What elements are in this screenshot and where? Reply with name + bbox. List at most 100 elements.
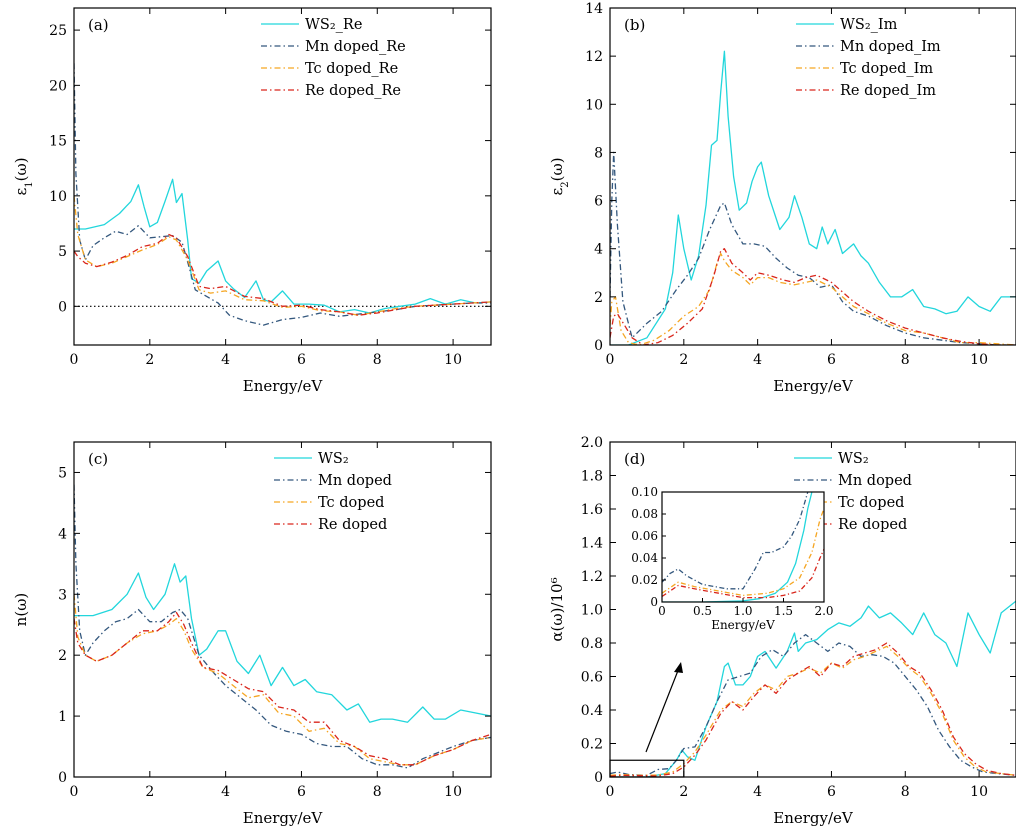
inset-x-tick-label: 2.0	[814, 604, 833, 618]
legend: WS₂ Mn doped Tc doped Re doped	[274, 451, 392, 533]
legend-label: Re doped	[838, 517, 907, 533]
x-tick-label: 0	[70, 784, 79, 800]
y-tick-label: 0.6	[581, 670, 603, 686]
legend-label: Tc doped_Re	[305, 61, 398, 77]
plot-frame	[73, 7, 492, 346]
y-tick-label: 20	[49, 78, 67, 94]
zoom-region-box	[609, 759, 685, 778]
legend-label: WS₂	[318, 451, 349, 467]
x-tick-label: 10	[970, 352, 988, 368]
series-line-2	[74, 63, 491, 326]
legend: WS₂_Im Mn doped_Im Tc doped_Im Re doped_Im	[796, 17, 941, 99]
y-tick-label: 2	[58, 648, 67, 664]
x-axis-label: Energy/eV	[243, 377, 324, 395]
series-line-4	[74, 611, 491, 766]
y-tick-label: 0.2	[581, 737, 603, 753]
y-tick-label: 5	[58, 465, 67, 481]
y-tick-label: 2	[594, 290, 603, 306]
x-tick-label: 6	[297, 352, 306, 368]
panel-tag: (c)	[88, 450, 108, 468]
x-tick-label: 4	[753, 352, 762, 368]
x-axis-label: Energy/eV	[773, 377, 854, 395]
x-tick-label: 4	[753, 784, 762, 800]
x-tick-label: 0	[606, 784, 615, 800]
panel-tag: (d)	[624, 450, 645, 468]
series-line-2	[74, 484, 491, 769]
y-axis-label: ε1(ω)	[12, 157, 35, 195]
legend: WS₂ Mn doped Tc doped Re doped	[794, 451, 912, 533]
y-tick-label: 8	[594, 145, 603, 161]
plot-frame	[73, 441, 492, 778]
legend-label: WS₂_Re	[305, 17, 362, 33]
y-axis-label: ε2(ω)	[548, 157, 571, 195]
plot-frame	[609, 7, 1016, 346]
x-tick-label: 8	[373, 352, 382, 368]
series-line-1	[610, 600, 1016, 777]
inset-y-tick-label: 0.02	[631, 573, 658, 587]
y-axis-label: n(ω)	[12, 593, 30, 627]
zoom-arrow-line	[645, 667, 680, 753]
y-tick-label: 1.6	[581, 502, 603, 518]
series-line-3	[74, 195, 491, 316]
inset-y-tick-label: 0.06	[631, 529, 658, 543]
x-axis-label: Energy/eV	[773, 809, 854, 827]
legend-label: Re doped_Re	[305, 83, 401, 99]
panel-a: 0 2 4 6 8 10 0 5 10 15 20 25 Energy/eV ε1(ω) (a) WS₂_Re…	[12, 7, 492, 395]
x-tick-label: 2	[145, 352, 154, 368]
series-group	[74, 484, 491, 769]
legend: WS₂_Re Mn doped_Re Tc doped_Re Re doped_Re	[261, 17, 406, 99]
y-tick-label: 0	[594, 338, 603, 354]
x-tick-label: 10	[444, 352, 462, 368]
legend-label: WS₂	[838, 451, 869, 467]
inset-y-tick-label: 0.08	[631, 507, 658, 521]
legend-label: Mn doped	[838, 473, 912, 489]
inset-y-tick-label: 0.10	[631, 485, 658, 499]
y-tick-label: 0	[58, 770, 67, 786]
x-tick-label: 10	[970, 784, 988, 800]
legend-label: Re doped	[318, 517, 387, 533]
x-tick-label: 6	[827, 352, 836, 368]
inset-x-tick-label: 0.5	[693, 604, 712, 618]
x-tick-label: 8	[901, 352, 910, 368]
y-tick-label: 2.0	[581, 435, 603, 451]
y-tick-label: 15	[49, 134, 67, 150]
series-line-1	[610, 50, 1016, 345]
panel-c: 0 2 4 6 8 10 0 1 2 3 4 5 Energy/eV n(ω) (c) WS₂ Mn doped…	[12, 441, 492, 827]
legend-label: Tc doped	[318, 495, 384, 511]
series-line-3	[610, 645, 1016, 776]
series-line-3	[74, 594, 491, 766]
series-line-4	[610, 248, 1016, 345]
inset-x-tick-label: 0	[658, 604, 666, 618]
x-tick-label: 2	[679, 784, 688, 800]
inset-series-line-3	[662, 508, 824, 597]
inset-y-tick-label: 0.04	[631, 551, 658, 565]
y-tick-label: 1.8	[581, 469, 603, 485]
series-line-4	[610, 642, 1016, 777]
y-tick-label: 1.2	[581, 569, 603, 585]
panel-tag: (b)	[624, 16, 645, 34]
y-tick-label: 0.8	[581, 636, 603, 652]
x-tick-label: 8	[901, 784, 910, 800]
x-tick-label: 4	[221, 784, 230, 800]
x-tick-label: 6	[297, 784, 306, 800]
series-line-2	[610, 633, 1016, 776]
y-tick-label: 1.4	[581, 536, 603, 552]
series-line-4	[74, 233, 491, 316]
legend-label: WS₂_Im	[840, 17, 898, 33]
series-line-3	[610, 252, 1016, 345]
zoom-arrow-head	[674, 662, 683, 673]
y-tick-label: 10	[49, 189, 67, 205]
y-tick-label: 12	[585, 49, 603, 65]
inset-series-line-2	[662, 492, 809, 590]
x-tick-label: 0	[606, 352, 615, 368]
x-axis-label: Energy/eV	[243, 809, 324, 827]
y-tick-label: 0	[594, 770, 603, 786]
inset-background	[662, 492, 824, 602]
y-tick-label: 4	[58, 526, 67, 542]
y-tick-label: 1.0	[581, 603, 603, 619]
series-line-1	[74, 178, 491, 314]
y-tick-label: 6	[594, 194, 603, 210]
legend-label: Mn doped	[318, 473, 392, 489]
inset-x-tick-label: 1.5	[774, 604, 793, 618]
series-line-2	[610, 151, 1016, 345]
